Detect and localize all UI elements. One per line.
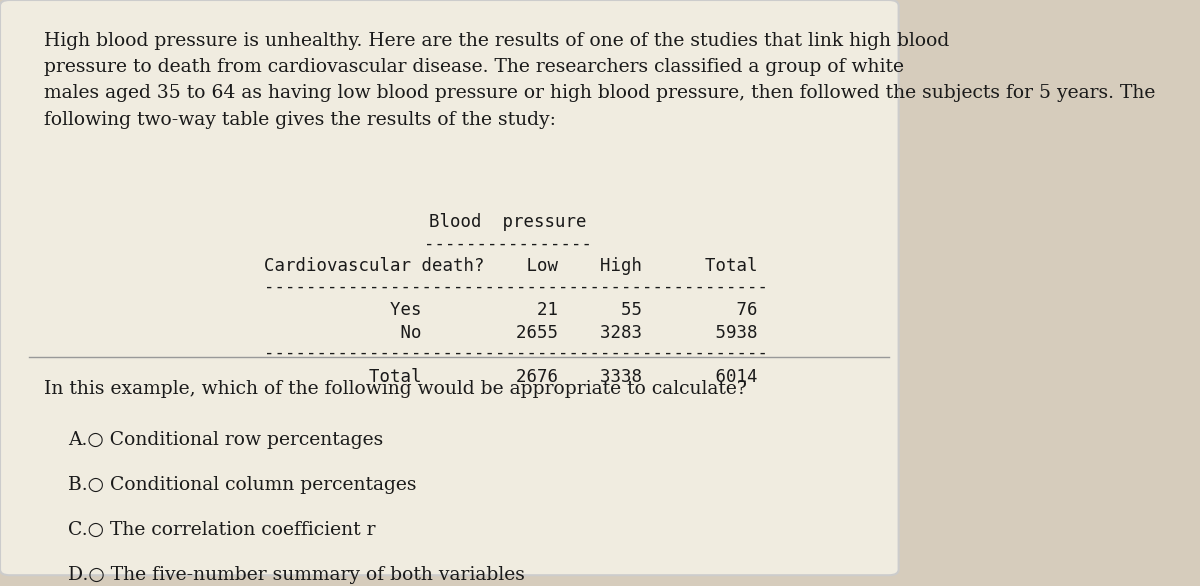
Text: B.○ Conditional column percentages: B.○ Conditional column percentages <box>68 476 416 494</box>
Text: In this example, which of the following would be appropriate to calculate?: In this example, which of the following … <box>44 380 746 398</box>
Text: Blood  pressure: Blood pressure <box>430 213 587 231</box>
Text: C.○ The correlation coefficient r: C.○ The correlation coefficient r <box>68 521 376 539</box>
Text: ------------------------------------------------: ----------------------------------------… <box>264 344 768 362</box>
Text: ----------------: ---------------- <box>424 235 592 253</box>
Text: ------------------------------------------------: ----------------------------------------… <box>264 278 768 296</box>
FancyBboxPatch shape <box>0 0 899 575</box>
Text: Total         2676    3338       6014: Total 2676 3338 6014 <box>264 368 757 386</box>
Text: Cardiovascular death?    Low    High      Total: Cardiovascular death? Low High Total <box>264 257 757 275</box>
Text: Yes           21      55         76: Yes 21 55 76 <box>264 301 757 319</box>
Text: D.○ The five-number summary of both variables: D.○ The five-number summary of both vari… <box>68 566 526 584</box>
Text: High blood pressure is unhealthy. Here are the results of one of the studies tha: High blood pressure is unhealthy. Here a… <box>44 32 1156 129</box>
Text: A.○ Conditional row percentages: A.○ Conditional row percentages <box>68 431 384 449</box>
Text: No         2655    3283       5938: No 2655 3283 5938 <box>264 323 757 342</box>
